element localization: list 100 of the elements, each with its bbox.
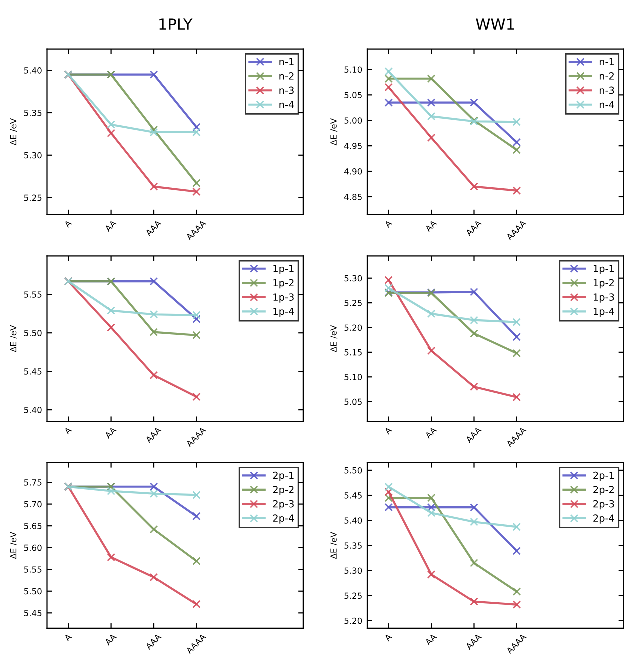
y-tick-label: 5.15	[344, 350, 362, 356]
point	[150, 371, 158, 380]
y-tick-label: 5.00	[344, 118, 362, 124]
x-tick-label: AA	[424, 426, 438, 440]
legend-label: 1p-2	[274, 279, 294, 289]
point	[470, 382, 478, 392]
legend-label: 1p-1	[594, 265, 614, 274]
point	[107, 129, 116, 138]
point	[427, 508, 436, 518]
legend-label: 2p-3	[594, 500, 614, 510]
point	[470, 288, 478, 296]
y-tick-label: 5.40	[344, 518, 362, 524]
point	[150, 310, 158, 319]
point	[150, 482, 158, 492]
point	[427, 570, 436, 579]
point	[150, 70, 158, 79]
legend-label: n-4	[280, 101, 294, 108]
point	[470, 503, 478, 512]
point	[384, 284, 394, 292]
legend-label: 2p-4	[273, 514, 294, 524]
x-tick-label: AA	[424, 633, 438, 646]
point	[470, 559, 478, 568]
y-axis-title: ΔE /eV	[330, 532, 338, 560]
legend-label: n-4	[600, 101, 614, 108]
legend-label: n-2	[280, 72, 294, 80]
x-tick-label: A	[384, 220, 392, 228]
point	[192, 491, 201, 500]
point	[150, 490, 158, 498]
legend-label: n-2	[600, 72, 614, 80]
point	[512, 393, 522, 402]
point	[427, 494, 436, 502]
point	[192, 392, 201, 402]
point	[470, 518, 478, 526]
y-tick-label: 5.10	[344, 374, 362, 380]
legend-label: 1p-3	[594, 294, 614, 303]
point	[192, 179, 201, 188]
y-tick-label: 5.20	[344, 324, 362, 332]
y-tick-label: 4.95	[344, 143, 362, 150]
y-tick-label: 5.50	[344, 467, 362, 474]
point	[427, 112, 436, 121]
y-tick-label: 5.55	[24, 566, 42, 573]
point	[470, 182, 478, 191]
y-tick-label: 5.55	[24, 292, 42, 298]
y-tick-label: 5.40	[24, 68, 42, 74]
chart-title: 1PLY	[160, 18, 193, 30]
y-tick-label: 5.10	[344, 66, 362, 73]
point	[150, 525, 158, 534]
point	[384, 488, 394, 496]
chart-title: WW1	[476, 18, 514, 30]
y-tick-label: 5.30	[344, 568, 362, 574]
y-tick-label: 5.40	[24, 407, 42, 414]
y-tick-label: 5.60	[24, 544, 42, 552]
point	[192, 315, 201, 324]
x-tick-label: A	[64, 426, 72, 435]
point	[427, 310, 436, 318]
y-axis-title: ΔE /eV	[10, 118, 18, 146]
point	[384, 482, 394, 492]
point	[192, 331, 201, 340]
legend-label: n-3	[280, 86, 294, 94]
point	[427, 346, 436, 356]
point	[427, 503, 436, 512]
y-tick-label: 5.35	[344, 542, 362, 549]
point	[470, 598, 478, 606]
y-tick-label: 5.30	[24, 152, 42, 159]
point	[512, 138, 522, 147]
y-axis-title: ΔE /eV	[330, 118, 338, 146]
y-tick-label: 4.85	[344, 194, 362, 200]
point	[192, 123, 201, 132]
point	[107, 306, 116, 315]
point	[107, 324, 116, 332]
point	[150, 182, 158, 191]
point	[384, 494, 394, 502]
legend-label: 1p-1	[274, 265, 294, 274]
point	[384, 276, 394, 285]
y-tick-label: 5.30	[344, 275, 362, 282]
point	[427, 98, 436, 107]
point	[192, 512, 201, 521]
y-tick-label: 4.90	[344, 168, 362, 175]
x-tick-label: A	[64, 220, 72, 228]
point	[192, 557, 201, 566]
y-tick-label: 5.25	[344, 300, 362, 306]
point	[192, 600, 201, 609]
point	[512, 332, 522, 342]
point	[512, 146, 522, 154]
x-tick-label: A	[64, 633, 72, 642]
point	[512, 547, 522, 556]
point	[107, 120, 116, 130]
x-tick-label: A	[384, 426, 392, 435]
point	[512, 349, 522, 358]
y-tick-label: 5.50	[24, 588, 42, 595]
point	[384, 74, 394, 84]
legend-label: 2p-2	[594, 486, 614, 496]
point	[192, 188, 201, 196]
legend-label: n-1	[280, 58, 294, 66]
y-tick-label: 5.45	[24, 610, 42, 616]
point	[384, 83, 394, 92]
y-tick-label: 5.25	[24, 194, 42, 202]
y-tick-label: 5.50	[24, 330, 42, 336]
point	[150, 328, 158, 336]
point	[427, 134, 436, 142]
